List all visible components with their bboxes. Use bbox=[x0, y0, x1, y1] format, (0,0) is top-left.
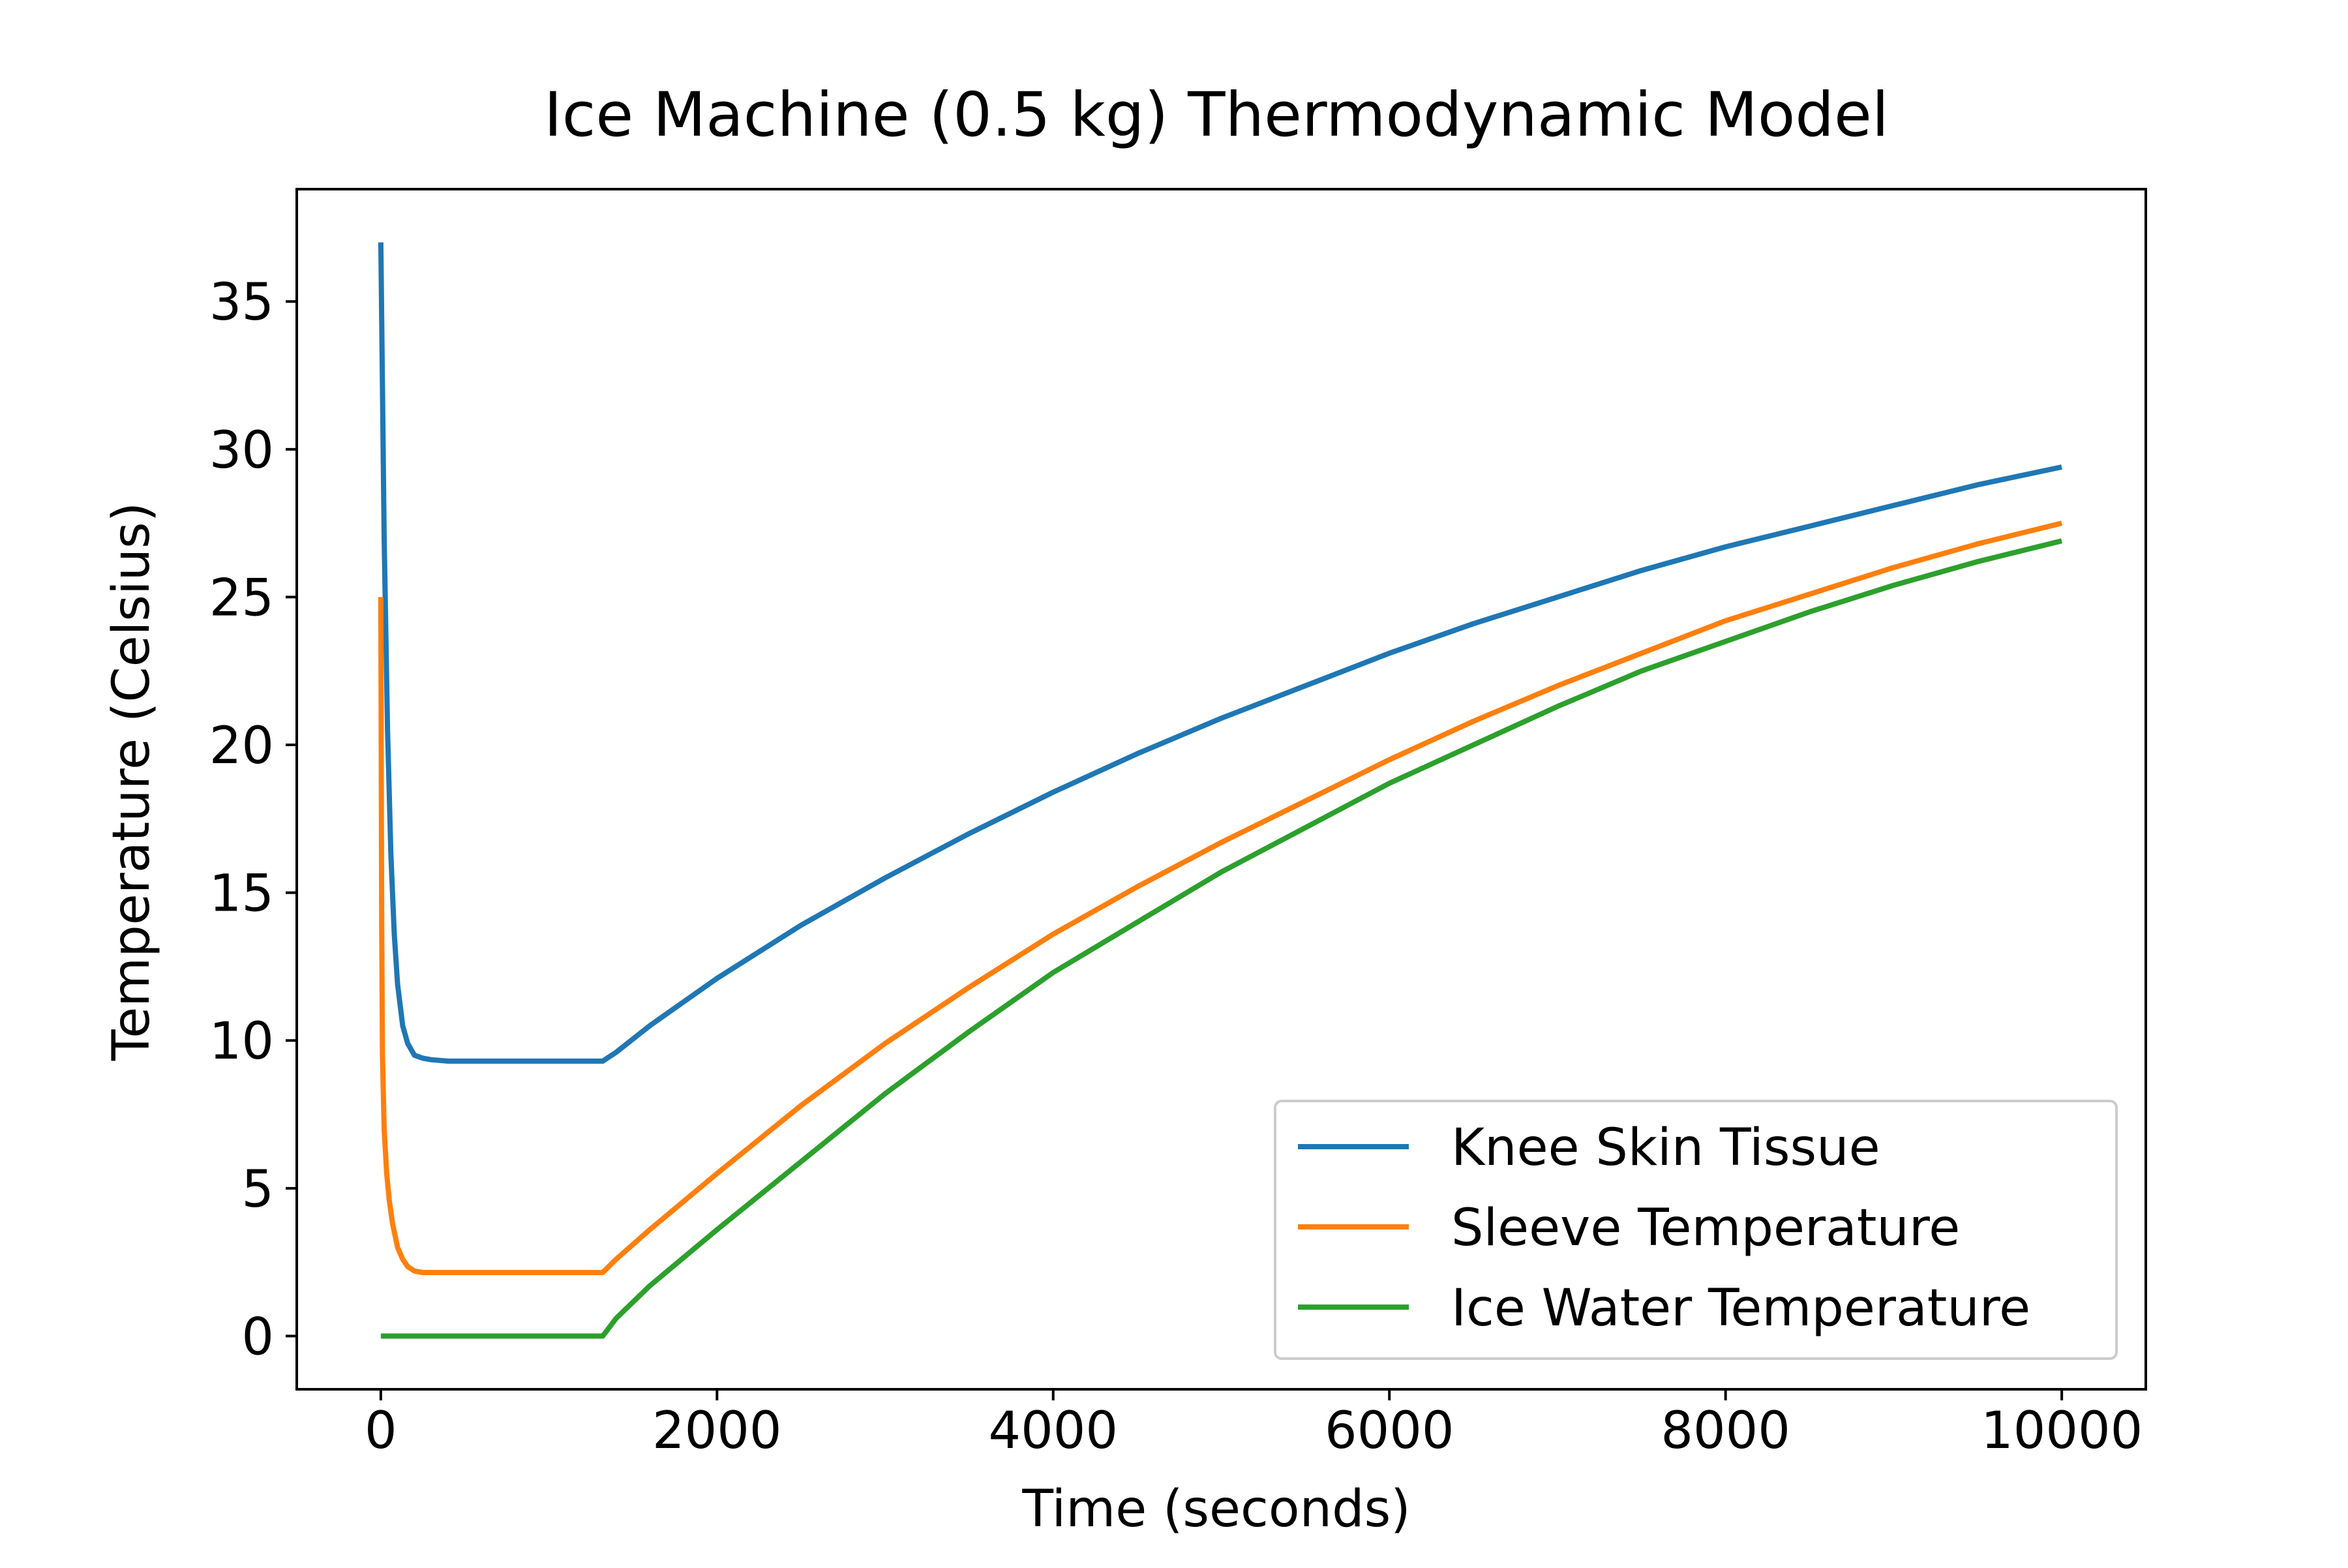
plot-frame bbox=[295, 188, 2147, 1391]
x-tick-label: 2000 bbox=[652, 1402, 782, 1460]
legend-label: Knee Skin Tissue bbox=[1451, 1119, 1880, 1177]
legend-label: Sleeve Temperature bbox=[1451, 1199, 1960, 1258]
series-line-2 bbox=[378, 520, 2063, 1275]
y-tick-label: 20 bbox=[209, 717, 274, 776]
axes: 0 2000 4000 6000 8000 10000 0 5 10 15 20 25 30 35 bbox=[209, 188, 2147, 1460]
y-tick-label: 25 bbox=[209, 569, 274, 627]
series-line-1 bbox=[378, 242, 2062, 1064]
legend: Knee Skin Tissue Sleeve Temperature Ice Wa… bbox=[1274, 1100, 2118, 1360]
legend-label: Ice Water Temperature bbox=[1451, 1279, 2030, 1338]
series-line-3 bbox=[380, 538, 2063, 1339]
x-tick-label: 0 bbox=[365, 1402, 397, 1460]
y-tick-label: 5 bbox=[241, 1160, 274, 1219]
y-axis-label: Temperature (Celsius) bbox=[102, 502, 161, 1061]
chart-title: Ice Machine (0.5 kg) Thermodynamic Model bbox=[544, 80, 1889, 151]
plot-area bbox=[378, 242, 2063, 1339]
y-tick-label: 0 bbox=[241, 1308, 274, 1366]
x-tick-label: 6000 bbox=[1325, 1402, 1454, 1460]
x-axis-label: Time (seconds) bbox=[1021, 1480, 1410, 1539]
y-tick-label: 30 bbox=[209, 421, 274, 480]
y-tick-label: 10 bbox=[209, 1012, 274, 1071]
x-tick-label: 8000 bbox=[1661, 1402, 1790, 1460]
x-tick-label: 4000 bbox=[989, 1402, 1119, 1460]
legend-box bbox=[1274, 1100, 2118, 1360]
y-tick-label: 15 bbox=[209, 865, 274, 924]
y-tick-label: 35 bbox=[209, 273, 274, 332]
x-tick-label: 10000 bbox=[1981, 1402, 2143, 1460]
